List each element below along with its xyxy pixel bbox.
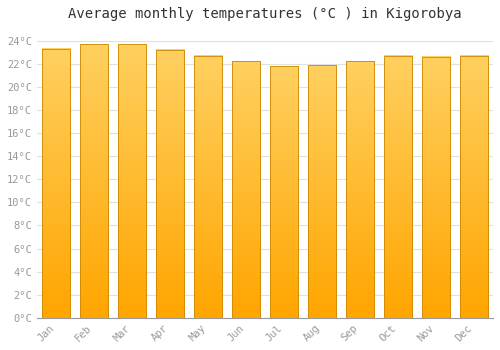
Title: Average monthly temperatures (°C ) in Kigorobya: Average monthly temperatures (°C ) in Ki… (68, 7, 462, 21)
Bar (308, 65, 336, 318)
Bar (118, 44, 146, 318)
Bar (270, 66, 298, 318)
Bar (460, 56, 488, 318)
Bar (156, 50, 184, 318)
Bar (422, 57, 450, 318)
Bar (194, 56, 222, 318)
Bar (384, 56, 412, 318)
Bar (80, 44, 108, 318)
Bar (346, 61, 374, 318)
Bar (42, 49, 70, 318)
Bar (232, 61, 260, 318)
